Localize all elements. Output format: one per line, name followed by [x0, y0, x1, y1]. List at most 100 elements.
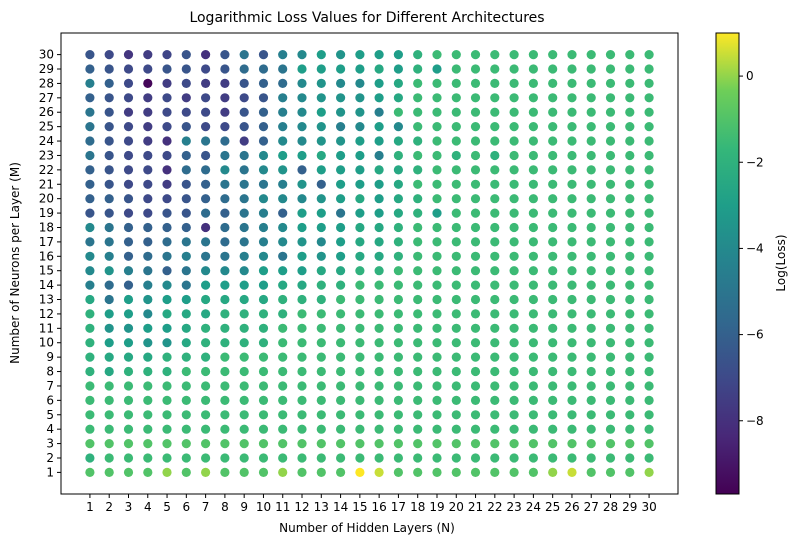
scatter-point — [336, 294, 346, 305]
scatter-point — [239, 208, 249, 218]
scatter-point — [586, 395, 596, 405]
scatter-point — [143, 294, 153, 305]
scatter-point — [297, 165, 307, 175]
scatter-point — [181, 251, 191, 261]
scatter-point — [336, 194, 346, 204]
scatter-point — [470, 439, 481, 449]
scatter-point — [451, 294, 461, 305]
scatter-point — [355, 395, 365, 405]
scatter-point — [104, 107, 114, 117]
scatter-point — [220, 309, 230, 319]
scatter-point — [239, 439, 249, 449]
scatter-point — [85, 280, 95, 290]
scatter-point — [201, 439, 211, 449]
scatter-point — [605, 50, 616, 60]
scatter-point — [625, 395, 635, 405]
scatter-point — [470, 323, 481, 333]
scatter-point — [605, 237, 616, 247]
scatter-point — [432, 453, 442, 463]
scatter-point — [258, 266, 269, 276]
scatter-point — [605, 381, 616, 391]
scatter-point — [239, 150, 249, 161]
x-tick-label: 26 — [564, 500, 579, 514]
scatter-point — [316, 64, 326, 74]
scatter-point — [355, 280, 365, 290]
scatter-point — [201, 107, 211, 117]
scatter-point — [432, 122, 442, 132]
scatter-point — [413, 150, 423, 161]
scatter-point — [451, 266, 461, 276]
x-tick-label: 8 — [221, 500, 229, 514]
scatter-point — [451, 237, 461, 247]
x-tick-label: 14 — [333, 500, 348, 514]
scatter-point — [528, 64, 539, 74]
scatter-point — [220, 338, 230, 348]
scatter-point — [104, 381, 114, 391]
scatter-point — [567, 467, 577, 477]
scatter-point — [355, 208, 365, 218]
colorbar-tick-label: 0 — [746, 69, 754, 83]
scatter-point — [123, 294, 134, 305]
scatter-point — [567, 266, 577, 276]
scatter-point — [297, 266, 307, 276]
scatter-point — [548, 237, 558, 247]
scatter-point — [528, 150, 539, 161]
scatter-point — [374, 136, 384, 146]
y-tick-label: 25 — [39, 120, 54, 134]
scatter-point — [509, 208, 519, 218]
scatter-point — [393, 64, 403, 74]
scatter-point — [374, 194, 384, 204]
x-tick-label: 22 — [487, 500, 502, 514]
scatter-point — [432, 251, 442, 261]
scatter-point — [278, 107, 288, 117]
scatter-point — [432, 50, 442, 60]
scatter-point — [297, 122, 307, 132]
scatter-point — [509, 280, 519, 290]
x-axis-label: Number of Hidden Layers (N) — [279, 521, 455, 535]
scatter-point — [605, 64, 616, 74]
scatter-point — [393, 352, 403, 362]
scatter-point — [528, 424, 539, 434]
scatter-point — [567, 309, 577, 319]
scatter-point — [220, 194, 230, 204]
scatter-point — [528, 352, 539, 362]
y-tick-label: 9 — [46, 350, 54, 364]
scatter-point — [258, 251, 269, 261]
scatter-point — [644, 395, 654, 405]
scatter-point — [528, 266, 539, 276]
scatter-point — [374, 352, 384, 362]
scatter-point — [625, 366, 635, 377]
y-tick-label: 23 — [39, 148, 54, 162]
scatter-point — [336, 179, 346, 189]
scatter-point — [143, 179, 153, 189]
scatter-point — [374, 323, 384, 333]
x-axis-ticks: 1 2 3 4 5 6 7 8 9 10 11 12 13 14 15 16 17 18 19 20 21 22 23 24 2… — [86, 494, 657, 514]
scatter-point — [374, 266, 384, 276]
scatter-point — [201, 381, 211, 391]
scatter-point — [336, 50, 346, 60]
scatter-point — [644, 338, 654, 348]
scatter-point — [586, 424, 596, 434]
scatter-point — [625, 266, 635, 276]
scatter-point — [509, 424, 519, 434]
scatter-point — [490, 280, 500, 290]
scatter-point — [104, 467, 114, 477]
scatter-point — [278, 323, 288, 333]
x-tick-label: 1 — [86, 500, 94, 514]
y-tick-label: 30 — [39, 48, 54, 62]
scatter-point — [605, 352, 616, 362]
scatter-point — [336, 78, 346, 88]
scatter-point — [278, 251, 288, 261]
scatter-point — [258, 222, 269, 233]
scatter-point — [548, 453, 558, 463]
scatter-point — [104, 366, 114, 377]
scatter-point — [470, 395, 481, 405]
scatter-point — [625, 237, 635, 247]
y-tick-label: 19 — [39, 206, 54, 220]
scatter-point — [336, 266, 346, 276]
scatter-point — [162, 150, 172, 161]
scatter-point — [625, 439, 635, 449]
scatter-point — [143, 194, 153, 204]
scatter-point — [355, 136, 365, 146]
